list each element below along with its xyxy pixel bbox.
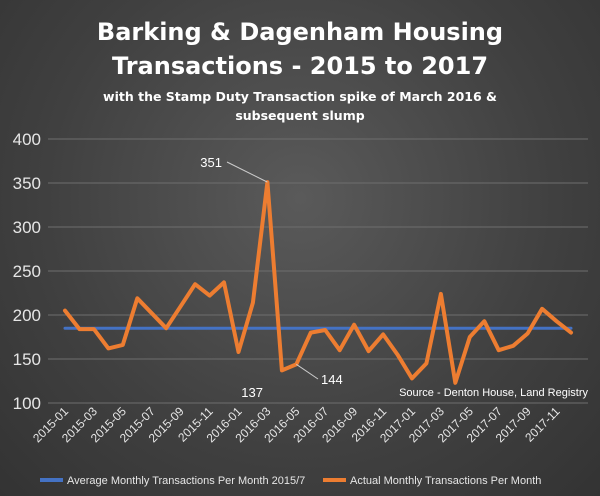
x-axis-ticks: 2015-012015-032015-052015-072015-092015-… bbox=[30, 404, 563, 445]
y-tick-label-400: 400 bbox=[13, 130, 41, 149]
legend-label-0: Average Monthly Transactions Per Month 2… bbox=[67, 475, 305, 487]
y-tick-label-150: 150 bbox=[13, 350, 41, 369]
y-tick-label-100: 100 bbox=[13, 394, 41, 413]
y-tick-label-350: 350 bbox=[13, 174, 41, 193]
gridlines bbox=[48, 138, 588, 404]
legend-label-1: Actual Monthly Transactions Per Month bbox=[350, 475, 541, 487]
chart-title-line-2: Transactions - 2015 to 2017 bbox=[112, 52, 488, 80]
chart-subtitle-line-2: subsequent slump bbox=[235, 108, 364, 123]
y-axis-ticks: 100 150 200 250 300 350 400 bbox=[13, 130, 41, 413]
legend: Average Monthly Transactions Per Month 2… bbox=[40, 475, 541, 487]
chart-subtitle: with the Stamp Duty Transaction spike of… bbox=[103, 89, 497, 123]
annotations: 351 137 144 bbox=[200, 155, 342, 400]
annotation-leader-2016-03 bbox=[226, 161, 268, 183]
series-layer bbox=[63, 180, 573, 385]
chart-title: Barking & Dagenham Housing Transactions … bbox=[97, 18, 503, 80]
y-tick-label-200: 200 bbox=[13, 306, 41, 325]
chart-title-line-1: Barking & Dagenham Housing bbox=[97, 18, 503, 46]
source-note: Source - Denton House, Land Registry bbox=[399, 387, 588, 399]
chart-subtitle-line-1: with the Stamp Duty Transaction spike of… bbox=[103, 89, 497, 104]
y-tick-label-300: 300 bbox=[13, 218, 41, 237]
y-tick-label-250: 250 bbox=[13, 262, 41, 281]
annotation-2016-05: 144 bbox=[321, 372, 343, 387]
annotation-leader-2016-05 bbox=[296, 363, 319, 380]
annotation-2016-04: 137 bbox=[241, 385, 263, 400]
annotation-2016-03: 351 bbox=[200, 155, 222, 170]
series-line-1 bbox=[63, 180, 573, 385]
